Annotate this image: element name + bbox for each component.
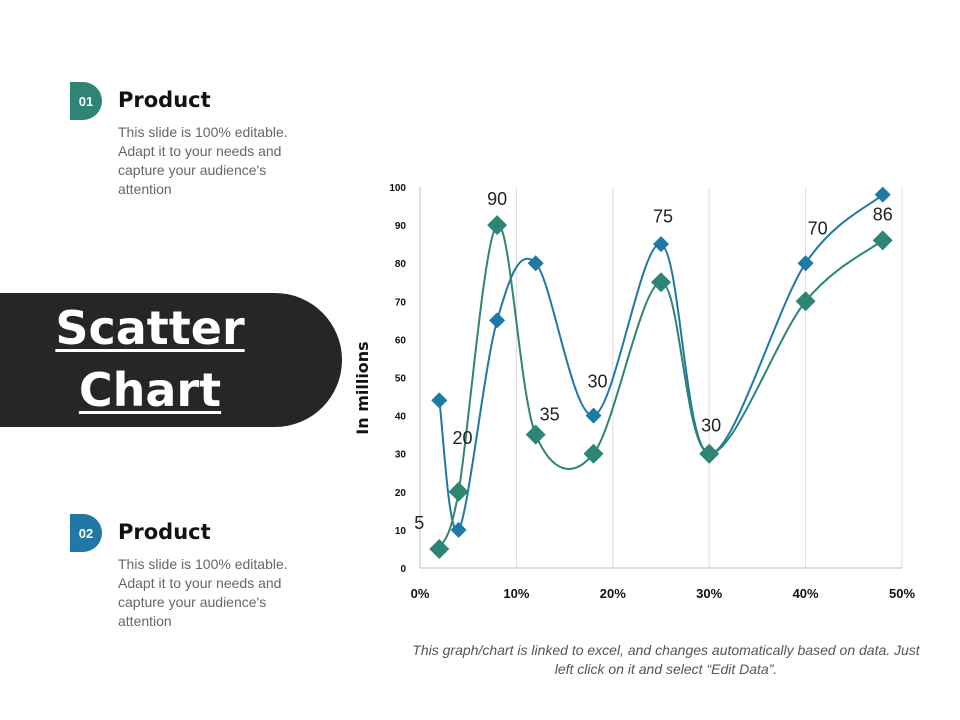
series-1-point [431,392,448,409]
x-tick-label: 30% [696,586,722,601]
y-tick-label: 20 [395,488,407,499]
x-tick-label: 40% [793,586,819,601]
y-tick-label: 30 [395,450,407,461]
series-1-point [585,407,602,424]
section-2-number-badge: 02 [70,514,102,552]
series-1-line [438,193,884,532]
data-label: 90 [487,189,507,209]
y-tick-label: 60 [395,335,407,346]
series-2-point [795,291,816,312]
y-axis-label: In millions [353,341,372,434]
data-label: 30 [701,416,721,436]
series-2-point [525,424,546,445]
data-label: 86 [873,204,893,224]
y-tick-label: 50 [395,374,407,385]
slide-title-line-1: Scatter [55,301,245,355]
section-1-description: This slide is 100% editable. Adapt it to… [118,124,288,197]
series-1-point [653,236,669,253]
series-2-point [651,272,671,293]
x-tick-label: 50% [889,586,915,601]
slide-title-band: Scatter Chart [0,293,342,427]
series-1-point [797,255,814,272]
data-label: 75 [653,206,673,226]
series-2-point [583,443,604,464]
y-tick-label: 80 [395,259,407,270]
data-label: 70 [808,218,828,238]
x-tick-label: 20% [600,586,626,601]
series-1-point [450,521,467,538]
series-2-point [487,215,508,236]
series-2-point [872,230,893,251]
y-tick-label: 90 [395,221,407,232]
data-label: 5 [414,513,424,533]
y-tick-label: 40 [395,412,407,423]
y-tick-label: 10 [395,526,407,537]
y-tick-label: 100 [389,183,406,194]
series-2-point [448,481,469,502]
series-1-point [489,312,506,329]
data-label: 30 [588,372,608,392]
chart-footnote: This graph/chart is linked to excel, and… [412,642,920,677]
data-label: 35 [540,405,560,425]
section-2-title: Product [118,520,211,544]
series-1-point [527,255,544,272]
y-tick-label: 0 [400,564,406,575]
series-2-point [429,538,450,559]
section-2-description: This slide is 100% editable. Adapt it to… [118,556,288,629]
slide-title-line-2: Chart [78,363,222,417]
series-1-point [874,186,891,203]
section-1-number-badge: 01 [70,82,102,120]
series-2-point [699,443,720,464]
section-1-title: Product [118,88,211,112]
x-tick-label: 10% [503,586,529,601]
y-tick-label: 70 [395,297,407,308]
data-label: 20 [453,428,473,448]
series-2-line [438,224,884,550]
x-tick-label: 0% [411,586,430,601]
